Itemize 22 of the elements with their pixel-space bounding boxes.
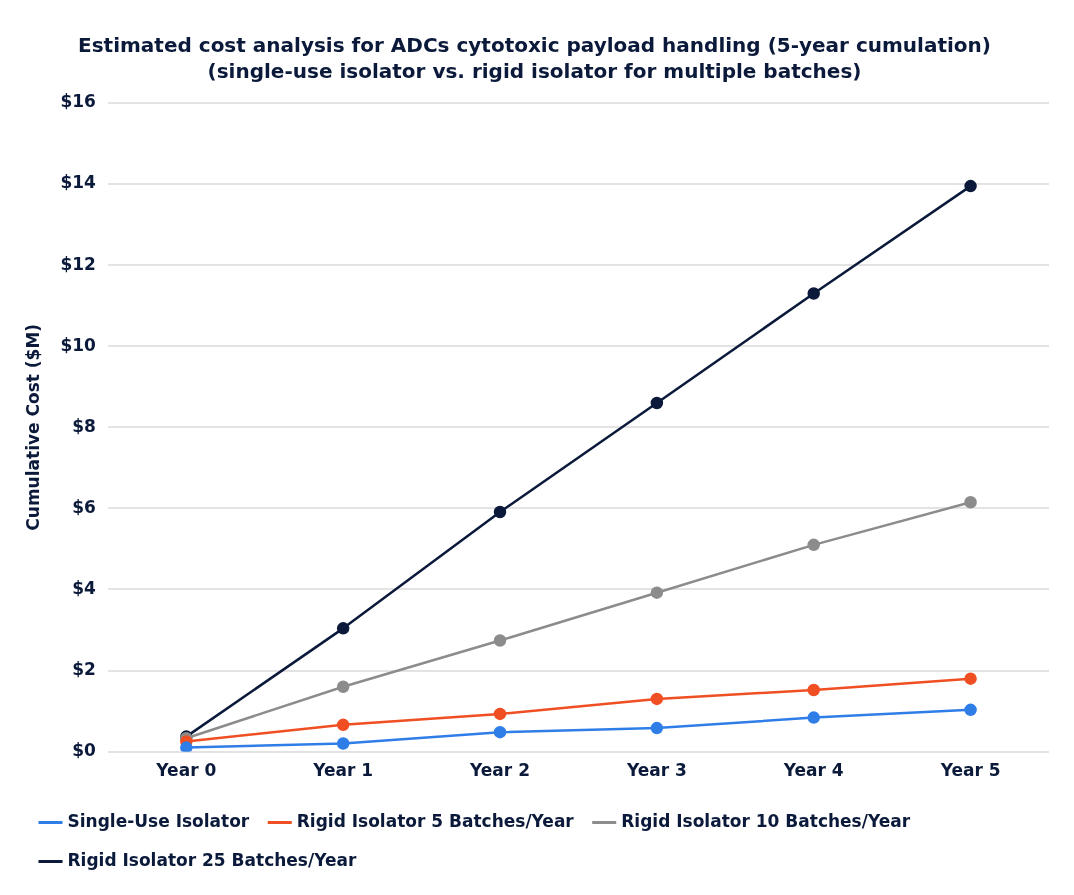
chart-title: Estimated cost analysis for ADCs cytotoxic payload handling (5-year cumulation): [78, 33, 991, 58]
legend-label: Rigid Isolator 5 Batches/Year: [296, 810, 575, 831]
y-tick-label: $8: [72, 415, 96, 436]
x-tick-label: Year 4: [782, 760, 844, 781]
x-tick-label: Year 5: [939, 760, 1001, 781]
y-tick-label: $4: [72, 577, 97, 598]
x-tick-label: Year 3: [625, 760, 687, 781]
x-tick-label: Year 1: [312, 760, 374, 781]
legend-label: Rigid Isolator 10 Batches/Year: [621, 810, 911, 831]
y-tick-label: $14: [60, 172, 97, 193]
y-tick-label: $16: [60, 91, 96, 112]
legend-label: Rigid Isolator 25 Batches/Year: [67, 849, 357, 870]
legend-label: Single-Use Isolator: [67, 810, 250, 831]
y-axis-title: Cumulative Cost ($M): [22, 323, 43, 531]
y-tick-label: $12: [60, 253, 96, 274]
x-tick-label: Year 2: [469, 760, 530, 781]
y-tick-label: $6: [72, 496, 96, 517]
y-tick-label: $0: [72, 740, 97, 761]
y-tick-label: $2: [72, 658, 96, 679]
chart-subtitle: (single-use isolator vs. rigid isolator for multiple batches): [207, 59, 862, 84]
y-tick-label: $10: [60, 334, 97, 355]
x-tick-label: Year 0: [155, 760, 217, 781]
